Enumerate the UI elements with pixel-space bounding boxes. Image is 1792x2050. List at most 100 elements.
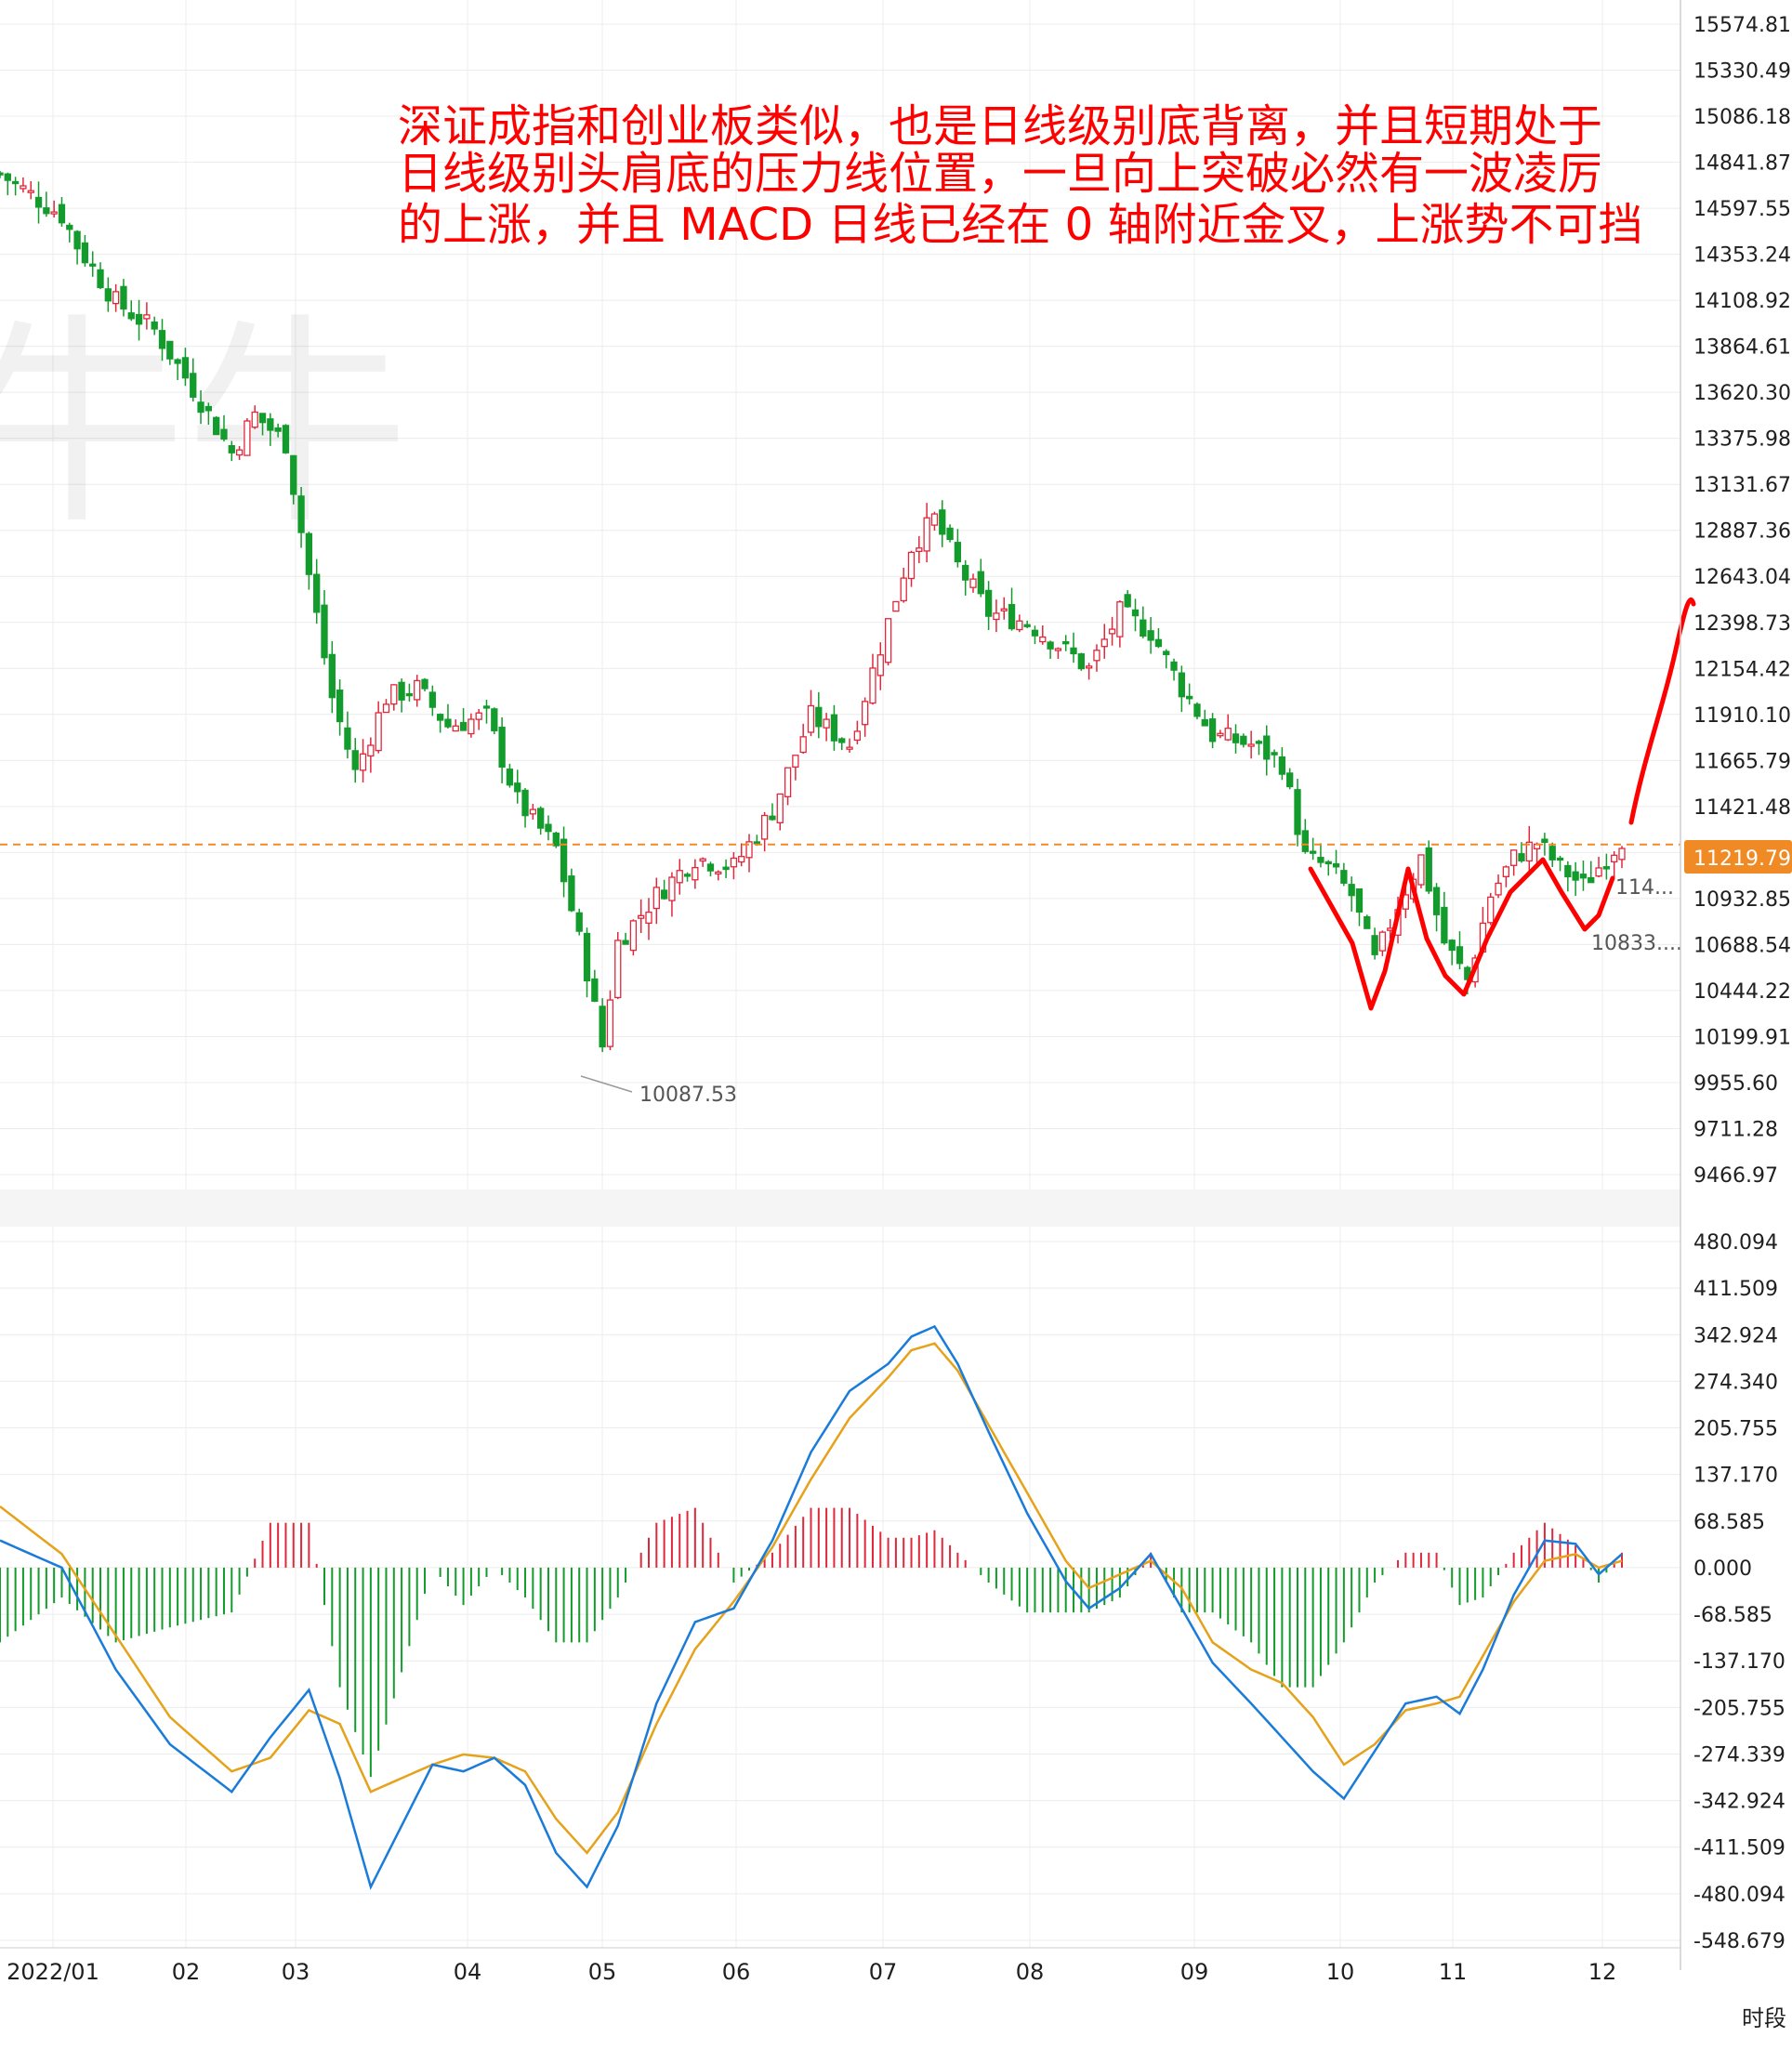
candle-up [907, 551, 916, 580]
candle-down [1062, 641, 1070, 645]
candle-up [916, 547, 923, 553]
candle-down [135, 313, 143, 325]
low-price-marker: 10087.53 [580, 1075, 737, 1107]
candle-up [1108, 628, 1116, 635]
candle-up [1224, 728, 1232, 741]
candle-down [1541, 838, 1548, 844]
candle-down [1556, 857, 1564, 861]
candle-up [1217, 732, 1224, 737]
candle-up [823, 718, 830, 729]
candle-up [923, 517, 930, 552]
candle-down [421, 678, 428, 690]
candle-down [1163, 650, 1170, 656]
candle-down [120, 285, 127, 310]
candle-down [1154, 638, 1163, 648]
price-axis: 15574.81 15330.49 15086.18 14841.87 14597.55… [1693, 14, 1791, 1188]
candle-down [1186, 695, 1193, 700]
price-tick-label: 10932.85 [1693, 888, 1791, 912]
candle-down [1193, 703, 1201, 717]
candle-down [491, 708, 498, 731]
x-tick-label: 03 [282, 1959, 310, 1985]
candle-down [1240, 735, 1247, 745]
price-tick-label: 10444.22 [1693, 980, 1791, 1004]
candle-up [745, 841, 753, 859]
candle-down [591, 978, 599, 1003]
price-tick-label: 10688.54 [1693, 934, 1791, 957]
macd-tick-label: 411.509 [1693, 1278, 1778, 1301]
price-tick-label: 13131.67 [1693, 474, 1791, 497]
candle-down [1448, 940, 1456, 952]
candle-down [11, 180, 20, 185]
candle-down [305, 532, 313, 575]
candle-down [1355, 888, 1364, 913]
candle-down [1324, 861, 1332, 865]
candle-down [405, 692, 414, 697]
candle-up [1016, 620, 1023, 631]
candle-up [799, 736, 807, 754]
candle-down [838, 738, 846, 743]
candle-up [359, 753, 367, 771]
x-tick-label: 02 [172, 1959, 201, 1985]
price-tick-label: 13620.30 [1693, 382, 1791, 405]
candle-down [190, 373, 197, 398]
price-tick-label: 12643.04 [1693, 566, 1791, 589]
candle-down [683, 874, 692, 877]
candle-down [1271, 752, 1278, 756]
macd-tick-label: 137.170 [1693, 1465, 1778, 1488]
candle-down [939, 509, 946, 535]
candle-down [1147, 630, 1154, 641]
candle-down [552, 832, 560, 847]
candle-down [1170, 661, 1178, 671]
macd-tick-label: -274.339 [1693, 1743, 1785, 1767]
price-tick-label: 11421.48 [1693, 796, 1791, 820]
candle-up [1000, 608, 1008, 611]
candle-down [722, 866, 730, 871]
candle-up [20, 185, 27, 190]
candle-down [351, 750, 359, 770]
candle-down [43, 207, 50, 215]
candle-down [1286, 772, 1294, 788]
candle-up [862, 701, 869, 726]
candle-up [930, 513, 939, 526]
candle-down [954, 542, 962, 563]
candle-down [521, 789, 529, 817]
candle-down [344, 727, 351, 750]
x-axis: 2022/01 02 03 04 05 06 07 08 09 10 11 12 [7, 1959, 1616, 1985]
candle-down [81, 242, 89, 264]
price-tick-label: 14597.55 [1693, 198, 1791, 221]
candle-down [1518, 853, 1525, 861]
candle-down [1371, 935, 1378, 955]
candle-down [1301, 830, 1309, 852]
candle-up [876, 654, 884, 677]
candle-down [622, 940, 629, 945]
macd-tick-label: 342.924 [1693, 1324, 1778, 1347]
candle-up [629, 920, 638, 952]
candle-down [1364, 915, 1371, 929]
candle-down [89, 263, 97, 267]
candle-down [166, 340, 174, 360]
candle-down [769, 815, 776, 821]
candle-down [1124, 594, 1131, 608]
candle-up [614, 940, 622, 999]
candle-up [792, 755, 799, 769]
macd-tick-label: -548.679 [1693, 1930, 1785, 1953]
candle-up [900, 577, 907, 602]
candle-down [1588, 876, 1595, 884]
x-tick-label: 05 [588, 1959, 617, 1985]
head-shoulders-stroke [1308, 857, 1615, 1011]
candle-down [174, 359, 181, 364]
x-tick-label: 10 [1326, 1959, 1355, 1985]
candle-up [143, 314, 151, 320]
candle-down [436, 714, 444, 721]
breakout-arrow-stroke [1628, 598, 1696, 825]
timeframe-button[interactable]: 时段 [1742, 2005, 1786, 2031]
candle-down [1340, 870, 1348, 884]
candle-down [73, 230, 81, 250]
candle-up [1495, 882, 1502, 896]
candle-down [313, 573, 321, 613]
price-tick-label: 13864.61 [1693, 336, 1791, 360]
candle-up [738, 856, 745, 863]
candle-up [1510, 849, 1518, 866]
candle-down [815, 706, 823, 728]
candle-down [583, 932, 591, 982]
